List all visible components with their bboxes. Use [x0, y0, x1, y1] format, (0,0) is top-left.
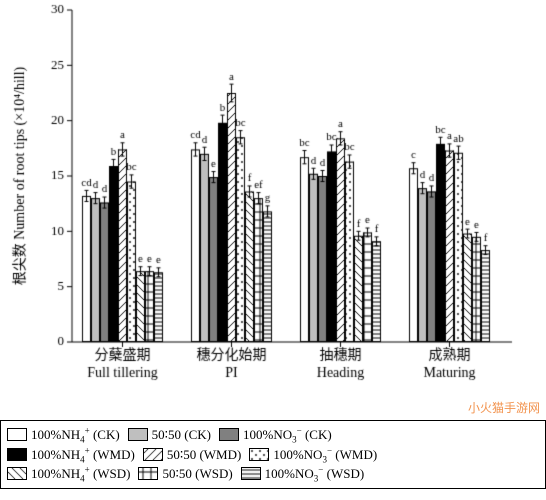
- legend-item-s5: 50∶50 (WMD): [143, 445, 242, 465]
- legend-row: 100%NH4+ (WSD) 50∶50 (WSD) 100%NO3− (WSD…: [7, 464, 539, 484]
- legend-item-s7: 100%NH4+ (WSD): [7, 464, 130, 484]
- legend-item-s9: 100%NO3− (WSD): [241, 464, 364, 484]
- legend-label: 50∶50 (WMD): [167, 445, 242, 465]
- legend-item-s2: 50∶50 (CK): [128, 425, 211, 445]
- swatch-s5: [143, 448, 163, 461]
- legend-item-s1: 100%NH4+ (CK): [7, 425, 120, 445]
- legend-item-s8: 50∶50 (WSD): [138, 464, 232, 484]
- swatch-s1: [7, 428, 27, 441]
- legend-label: 100%NH4+ (WSD): [31, 464, 130, 484]
- legend-label: 50∶50 (CK): [152, 425, 211, 445]
- swatch-s9: [241, 467, 261, 480]
- legend-row: 100%NH4+ (WMD) 50∶50 (WMD) 100%NO3− (WMD…: [7, 445, 539, 465]
- swatch-s2: [128, 428, 148, 441]
- legend-label: 100%NO3− (WMD): [273, 445, 377, 465]
- legend-box: 100%NH4+ (CK) 50∶50 (CK) 100%NO3− (CK) 1…: [0, 420, 546, 489]
- legend-item-s3: 100%NO3− (CK): [219, 425, 332, 445]
- swatch-s3: [219, 428, 239, 441]
- legend-item-s4: 100%NH4+ (WMD): [7, 445, 135, 465]
- legend-label: 100%NO3− (WSD): [265, 464, 364, 484]
- bar-chart-canvas: [0, 0, 546, 420]
- legend-item-s6: 100%NO3− (WMD): [249, 445, 377, 465]
- figure-root: { "canvas":{"w":546,"h":500,"plot":{"x":…: [0, 0, 546, 500]
- swatch-s8: [138, 467, 158, 480]
- swatch-s6: [249, 448, 269, 461]
- swatch-s7: [7, 467, 27, 480]
- legend-label: 100%NH4+ (WMD): [31, 445, 135, 465]
- swatch-s4: [7, 448, 27, 461]
- legend-label: 100%NH4+ (CK): [31, 425, 120, 445]
- watermark-text: 小火猫手游网: [468, 399, 540, 416]
- legend-label: 100%NO3− (CK): [243, 425, 332, 445]
- legend-row: 100%NH4+ (CK) 50∶50 (CK) 100%NO3− (CK): [7, 425, 539, 445]
- legend-label: 50∶50 (WSD): [162, 464, 232, 484]
